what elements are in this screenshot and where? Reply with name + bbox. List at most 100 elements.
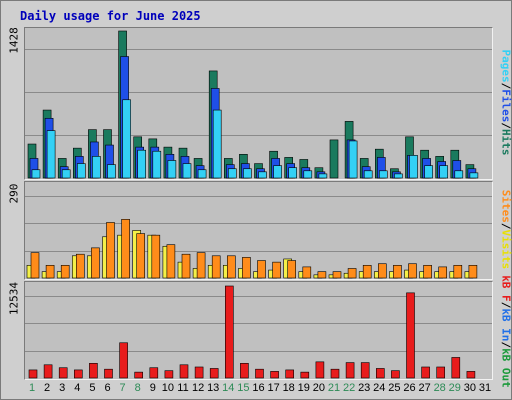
day-axis: 1 2 3 4 5 6 7 8 9 10 11 12 13 14 15 16 17 18 19 20 21 22 23 24 2… xyxy=(24,382,491,396)
day-label-5: 5 xyxy=(89,382,96,394)
sites-bar-day-4 xyxy=(75,253,85,279)
sites-visits-plot xyxy=(25,196,492,279)
kb-bar-day-25 xyxy=(391,370,400,379)
legend-entry: Hits xyxy=(499,129,512,156)
kb-bar-day-20 xyxy=(315,361,325,379)
sites-bar-day-6 xyxy=(106,222,115,279)
sites-bar-day-21 xyxy=(332,271,342,279)
sites-bar-day-7 xyxy=(121,219,130,279)
sites-bar-day-12 xyxy=(196,252,206,279)
kb-bar-day-28 xyxy=(436,366,446,379)
hits-axis-max-label: 1428 xyxy=(7,27,21,54)
pages-bar-day-14 xyxy=(228,168,237,179)
day-label-22: 22 xyxy=(342,382,356,394)
sites-bar-day-9 xyxy=(151,234,161,279)
sites-bar-day-30 xyxy=(468,265,478,279)
day-label-13: 13 xyxy=(207,382,220,394)
legend-entry: / xyxy=(499,301,512,309)
day-label-1: 1 xyxy=(28,382,36,394)
kbytes-panel xyxy=(24,281,493,380)
kb-bar-day-7 xyxy=(119,342,128,379)
legend-entry: / xyxy=(499,341,512,349)
hits-bar-day-21 xyxy=(329,139,339,179)
legend-entry: / xyxy=(499,122,512,129)
kb-bar-day-26 xyxy=(406,292,415,379)
pages-bar-day-6 xyxy=(107,164,116,179)
kb-bar-day-15 xyxy=(240,363,249,379)
day-label-15: 15 xyxy=(237,382,250,394)
pages-bar-day-18 xyxy=(288,167,298,179)
day-label-18: 18 xyxy=(282,382,295,394)
day-label-29: 29 xyxy=(448,382,461,394)
pages-bar-day-17 xyxy=(273,165,282,179)
legend-entry: Pages xyxy=(499,49,512,83)
pages-bar-day-23 xyxy=(363,170,373,179)
pages-bar-day-13 xyxy=(212,109,222,179)
hits-files-pages-plot xyxy=(25,30,492,179)
pages-bar-day-10 xyxy=(167,160,177,179)
kb-bar-day-30 xyxy=(466,371,476,379)
pages-bar-day-4 xyxy=(76,163,86,179)
sites-bar-day-3 xyxy=(60,265,70,279)
sites-bar-day-18 xyxy=(287,260,297,279)
kb-bar-day-22 xyxy=(345,362,355,379)
pages-bar-day-27 xyxy=(424,165,433,179)
day-label-9: 9 xyxy=(149,382,156,394)
sites-bar-day-23 xyxy=(362,265,372,279)
sites-bar-day-24 xyxy=(377,263,387,279)
kb-bar-day-12 xyxy=(194,366,204,379)
kb-bar-day-4 xyxy=(73,369,83,379)
day-label-21: 21 xyxy=(327,382,341,394)
day-label-14: 14 xyxy=(222,382,235,394)
pages-bar-day-28 xyxy=(439,165,449,179)
sites-bar-day-14 xyxy=(227,255,236,279)
kbytes-plot xyxy=(25,285,492,379)
kbytes-axis-max-label: 12534 xyxy=(7,281,21,316)
kb-bar-day-18 xyxy=(285,369,295,379)
kb-bar-day-24 xyxy=(375,368,385,379)
kb-bar-day-16 xyxy=(255,368,264,379)
pages-bar-day-2 xyxy=(46,130,56,179)
pages-bar-day-15 xyxy=(243,168,252,179)
day-label-4: 4 xyxy=(74,382,81,394)
pages-bar-day-19 xyxy=(303,170,313,179)
pages-bar-day-1 xyxy=(31,169,41,179)
sites-bar-day-29 xyxy=(453,265,463,279)
sites-bar-day-2 xyxy=(45,265,55,279)
legend-entry: / xyxy=(499,222,512,230)
sites-bar-day-11 xyxy=(181,253,191,279)
sites-bar-day-28 xyxy=(438,266,448,279)
day-label-30: 30 xyxy=(463,382,477,394)
day-label-2: 2 xyxy=(44,382,51,394)
kb-bar-day-6 xyxy=(104,368,113,379)
day-label-7: 7 xyxy=(119,382,126,394)
kb-bar-day-11 xyxy=(179,364,189,379)
day-label-6: 6 xyxy=(104,382,111,394)
sites-bar-day-13 xyxy=(211,255,221,279)
pages-bar-day-3 xyxy=(61,169,71,179)
sites-bar-day-16 xyxy=(257,260,266,279)
pages-bar-day-26 xyxy=(409,155,418,179)
sites-bar-day-8 xyxy=(136,233,145,279)
pages-bar-day-24 xyxy=(378,170,388,179)
sites-bar-day-19 xyxy=(302,266,312,279)
day-label-8: 8 xyxy=(134,382,141,394)
sites-visits-panel xyxy=(24,181,493,280)
hits-files-pages-panel xyxy=(24,27,493,180)
kbytes-legend: kB F/kB In/kB Out xyxy=(500,265,512,399)
sites-bar-day-1 xyxy=(30,252,40,279)
kb-bar-day-14 xyxy=(225,285,234,379)
kb-bar-day-21 xyxy=(330,368,340,379)
hits-files-pages-legend: Pages/Files/Hits xyxy=(500,48,512,158)
kb-bar-day-19 xyxy=(300,371,310,379)
day-label-23: 23 xyxy=(358,382,371,394)
day-label-27: 27 xyxy=(418,382,431,394)
kb-bar-day-13 xyxy=(209,368,219,379)
legend-entry: kB In xyxy=(499,308,512,342)
pages-bar-day-22 xyxy=(348,140,358,179)
day-label-3: 3 xyxy=(59,382,66,394)
day-label-24: 24 xyxy=(373,382,386,394)
pages-bar-day-7 xyxy=(122,99,131,179)
kb-bar-day-2 xyxy=(43,364,53,379)
pages-bar-day-25 xyxy=(394,173,403,179)
